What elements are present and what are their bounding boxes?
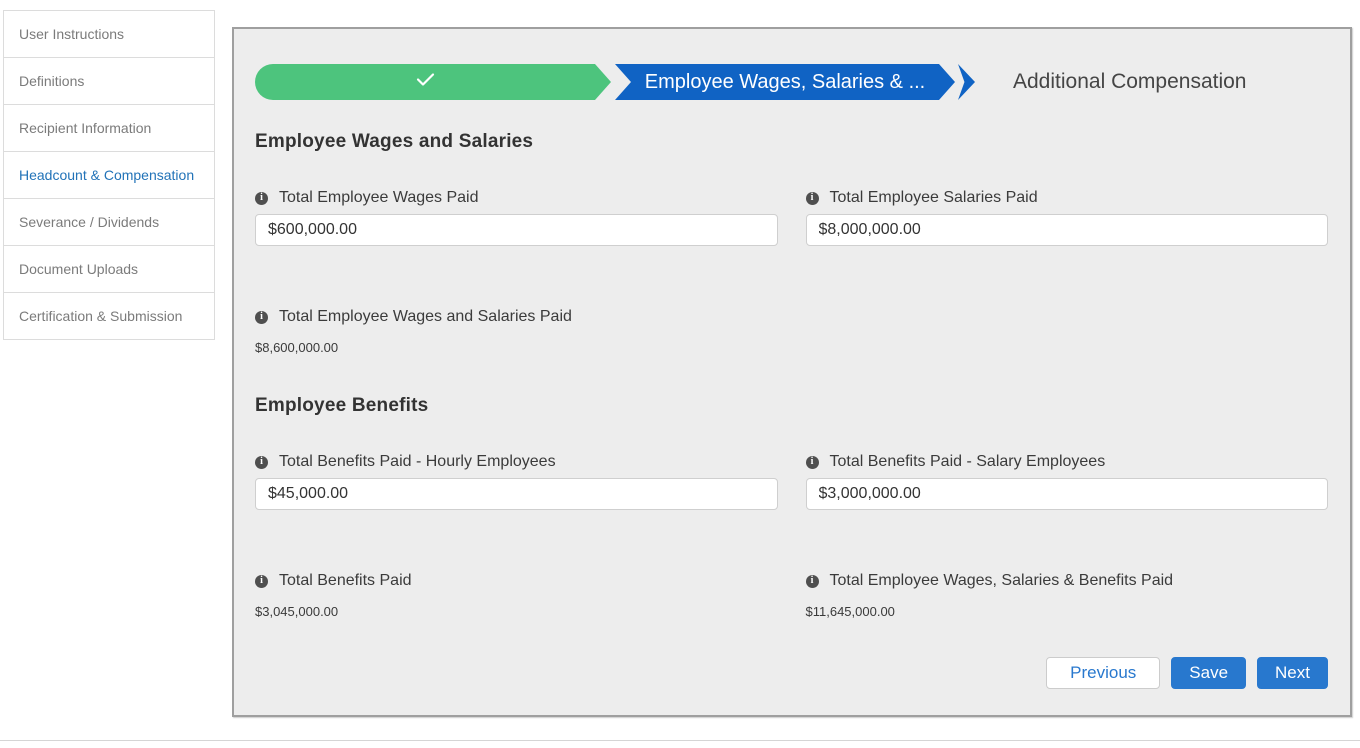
- benefits-hourly-input[interactable]: [255, 478, 778, 510]
- sidebar-item-label: Recipient Information: [19, 120, 152, 136]
- field-total-benefits: i Total Benefits Paid $3,045,000.00: [255, 572, 778, 619]
- field-label-row: i Total Employee Salaries Paid: [805, 189, 1329, 207]
- sidebar-item-label: Certification & Submission: [19, 308, 183, 324]
- field-benefits-hourly: i Total Benefits Paid - Hourly Employees: [255, 453, 778, 510]
- wizard-step-completed[interactable]: [255, 64, 611, 100]
- next-button[interactable]: Next: [1257, 657, 1328, 689]
- sidebar-item-label: User Instructions: [19, 26, 125, 42]
- field-label: Total Benefits Paid - Salary Employees: [829, 453, 1106, 470]
- field-label-row: i Total Benefits Paid - Salary Employees: [805, 453, 1329, 471]
- field-label-row: i Total Employee Wages and Salaries Paid: [255, 308, 778, 326]
- info-icon[interactable]: i: [255, 574, 268, 588]
- sidebar-item-definitions[interactable]: Definitions: [3, 57, 215, 105]
- total-wages-and-salaries-value: $8,600,000.00: [255, 340, 339, 355]
- sidebar-item-recipient-information[interactable]: Recipient Information: [3, 104, 215, 152]
- wizard-step-current-label: Employee Wages, Salaries & ...: [644, 70, 926, 93]
- sidebar-item-certification-submission[interactable]: Certification & Submission: [3, 292, 215, 340]
- wizard-step-current-arrow-icon: [958, 64, 975, 100]
- field-grand-total: i Total Employee Wages, Salaries & Benef…: [805, 572, 1329, 619]
- info-icon[interactable]: i: [805, 455, 819, 469]
- field-label: Total Employee Salaries Paid: [829, 189, 1038, 206]
- benefits-total-row: i Total Benefits Paid $3,045,000.00 i To…: [255, 572, 1328, 619]
- field-total-employee-wages: i Total Employee Wages Paid: [255, 189, 778, 246]
- previous-button[interactable]: Previous: [1046, 657, 1161, 689]
- sidebar-item-headcount-compensation[interactable]: Headcount & Compensation: [3, 151, 215, 199]
- field-label: Total Employee Wages Paid: [279, 189, 479, 206]
- field-label-row: i Total Benefits Paid: [255, 572, 778, 590]
- section-heading-benefits: Employee Benefits: [255, 395, 429, 416]
- total-benefits-value: $3,045,000.00: [255, 604, 339, 619]
- info-icon[interactable]: i: [805, 574, 819, 588]
- field-label: Total Employee Wages, Salaries & Benefit…: [829, 572, 1174, 589]
- check-icon: [416, 72, 435, 92]
- page-bottom-divider: [0, 740, 1360, 741]
- info-icon[interactable]: i: [255, 455, 268, 469]
- wizard-progress: Employee Wages, Salaries & ... Additiona…: [255, 64, 1328, 100]
- sidebar-nav: User Instructions Definitions Recipient …: [3, 10, 215, 340]
- field-label: Total Benefits Paid - Hourly Employees: [279, 453, 556, 470]
- section-heading-wages-salaries: Employee Wages and Salaries: [255, 131, 534, 152]
- total-employee-wages-input[interactable]: [255, 214, 778, 246]
- wizard-step-current[interactable]: Employee Wages, Salaries & ...: [615, 64, 955, 100]
- sidebar-item-user-instructions[interactable]: User Instructions: [3, 10, 215, 58]
- field-label-row: i Total Employee Wages Paid: [255, 189, 778, 207]
- benefits-salary-input[interactable]: [805, 478, 1328, 510]
- form-panel: Employee Wages, Salaries & ... Additiona…: [232, 27, 1352, 717]
- wages-salaries-input-row: i Total Employee Wages Paid i Total Empl…: [255, 189, 1328, 246]
- wizard-step-upcoming[interactable]: Additional Compensation: [1013, 64, 1246, 100]
- field-label-row: i Total Benefits Paid - Hourly Employees: [255, 453, 778, 471]
- grand-total-value: $11,645,000.00: [805, 604, 895, 619]
- sidebar-item-severance-dividends[interactable]: Severance / Dividends: [3, 198, 215, 246]
- sidebar-item-label: Document Uploads: [19, 261, 139, 277]
- wizard-step-upcoming-label: Additional Compensation: [1013, 70, 1247, 93]
- sidebar-item-label: Definitions: [19, 73, 85, 89]
- field-label: Total Employee Wages and Salaries Paid: [279, 308, 572, 325]
- sidebar-item-label: Severance / Dividends: [19, 214, 160, 230]
- field-label-row: i Total Employee Wages, Salaries & Benef…: [805, 572, 1329, 590]
- info-icon[interactable]: i: [255, 191, 268, 205]
- save-button[interactable]: Save: [1171, 657, 1247, 689]
- field-benefits-salary: i Total Benefits Paid - Salary Employees: [805, 453, 1329, 510]
- benefits-input-row: i Total Benefits Paid - Hourly Employees…: [255, 453, 1328, 510]
- field-label: Total Benefits Paid: [279, 572, 412, 589]
- info-icon[interactable]: i: [255, 310, 268, 324]
- sidebar-item-document-uploads[interactable]: Document Uploads: [3, 245, 215, 293]
- sidebar-item-label: Headcount & Compensation: [19, 167, 195, 183]
- button-row: Previous Save Next: [255, 657, 1328, 689]
- field-total-employee-salaries: i Total Employee Salaries Paid: [805, 189, 1329, 246]
- total-employee-salaries-input[interactable]: [805, 214, 1328, 246]
- info-icon[interactable]: i: [805, 191, 819, 205]
- field-total-wages-and-salaries: i Total Employee Wages and Salaries Paid…: [255, 308, 778, 355]
- wages-salaries-total-row: i Total Employee Wages and Salaries Paid…: [255, 308, 1328, 355]
